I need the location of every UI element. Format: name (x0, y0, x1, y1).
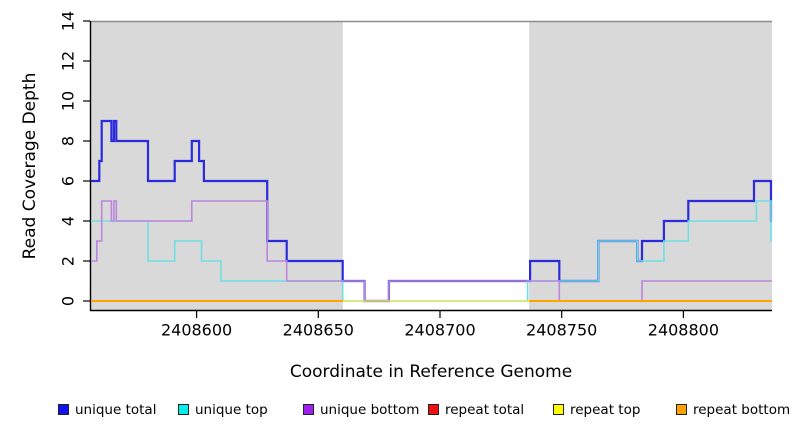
legend-swatch-repeat-bottom (676, 404, 687, 415)
shaded-region-left (91, 21, 343, 310)
x-tick-label: 2408750 (526, 320, 598, 340)
legend-label: repeat bottom (693, 402, 791, 418)
legend-label: unique bottom (320, 402, 420, 418)
legend-label: repeat top (570, 402, 641, 418)
legend-swatch-repeat-total (428, 404, 439, 415)
legend-swatch-unique-top (178, 404, 189, 415)
x-tick-label: 2408700 (404, 320, 476, 340)
y-tick-label: 10 (58, 90, 78, 112)
y-tick-label: 8 (58, 135, 78, 147)
y-tick-label: 4 (58, 215, 78, 227)
legend-swatch-repeat-top (553, 404, 564, 415)
y-tick-label: 14 (58, 10, 78, 32)
series-line-unique-bottom (91, 200, 772, 302)
y-tick-label: 6 (58, 175, 78, 187)
x-tick-label: 2408800 (647, 320, 720, 340)
y-tick-label: 12 (58, 50, 78, 72)
x-tick-label: 2408600 (160, 320, 233, 340)
y-tick-label: 0 (58, 295, 78, 307)
legend-swatch-unique-bottom (303, 404, 314, 415)
legend-label: unique top (195, 402, 268, 418)
legend-label: unique total (75, 402, 157, 418)
y-tick-label: 2 (58, 255, 78, 267)
legend-swatch-unique-total (58, 404, 69, 415)
series-line-unique-top (91, 200, 772, 302)
legend-label: repeat total (445, 402, 525, 418)
shaded-region-right (529, 21, 772, 310)
series-line-unique-total (91, 119, 773, 303)
x-axis-title: Coordinate in Reference Genome (289, 362, 573, 382)
y-axis-title: Read Coverage Depth (20, 72, 40, 260)
x-tick-label: 2408650 (282, 320, 354, 340)
